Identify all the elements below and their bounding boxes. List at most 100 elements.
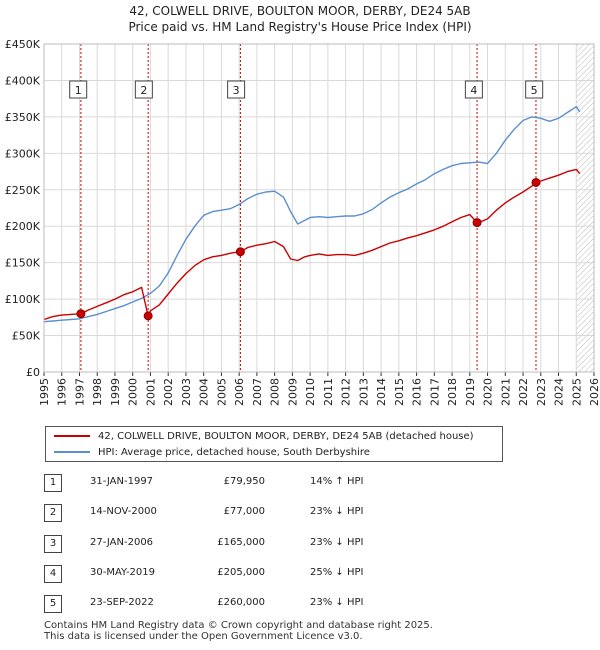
y-tick-label: £250K xyxy=(5,184,41,197)
x-tick-label: 2003 xyxy=(180,378,193,406)
sale-marker-label: 5 xyxy=(531,84,538,97)
table-row: 3 27-JAN-2006 £165,000 23% ↓ HPI xyxy=(0,535,600,555)
transaction-hpi-relation: 14% ↑ HPI xyxy=(310,476,364,487)
transaction-hpi-relation: 25% ↓ HPI xyxy=(310,567,364,578)
sale-point xyxy=(235,247,245,257)
x-tick-label: 2009 xyxy=(286,378,299,406)
table-row: 1 31-JAN-1997 £79,950 14% ↑ HPI xyxy=(0,474,600,494)
y-tick-label: £200K xyxy=(5,220,41,233)
legend-item-property: 42, COLWELL DRIVE, BOULTON MOOR, DERBY, … xyxy=(54,431,474,442)
y-tick-label: £150K xyxy=(5,257,41,270)
transaction-hpi-relation: 23% ↓ HPI xyxy=(310,537,364,548)
footer-attribution: Contains HM Land Registry data © Crown c… xyxy=(44,620,433,642)
transaction-price: £79,950 xyxy=(223,476,265,487)
x-tick-label: 2021 xyxy=(499,378,512,406)
chart-title-line2: Price paid vs. HM Land Registry's House … xyxy=(128,20,472,34)
x-tick-label: 2008 xyxy=(269,378,282,406)
x-tick-label: 2026 xyxy=(588,378,600,406)
y-tick-label: £300K xyxy=(5,147,41,160)
x-tick-label: 2002 xyxy=(162,378,175,406)
hpi-line xyxy=(43,106,581,323)
plot-area xyxy=(44,44,594,372)
x-tick-label: 2025 xyxy=(570,378,583,406)
x-tick-label: 1996 xyxy=(56,378,69,406)
plot-border xyxy=(43,43,595,373)
legend-item-hpi: HPI: Average price, detached house, Sout… xyxy=(54,447,370,458)
transaction-date: 23-SEP-2022 xyxy=(90,597,154,608)
x-tick-label: 2006 xyxy=(233,378,246,406)
transaction-date: 27-JAN-2006 xyxy=(90,537,154,548)
transaction-date: 31-JAN-1997 xyxy=(90,476,154,487)
x-tick-label: 2004 xyxy=(198,378,211,406)
chart-title-line1: 42, COLWELL DRIVE, BOULTON MOOR, DERBY, … xyxy=(129,4,471,18)
footer-license: This data is licensed under the Open Gov… xyxy=(44,631,363,642)
transaction-price: £165,000 xyxy=(217,537,265,548)
x-tick-label: 2007 xyxy=(251,378,264,406)
table-row: 4 30-MAY-2019 £205,000 25% ↓ HPI xyxy=(0,565,600,585)
y-tick-label: £0 xyxy=(26,366,40,379)
sale-point xyxy=(531,177,541,187)
x-tick-label: 2019 xyxy=(464,378,477,406)
y-tick-label: £50K xyxy=(12,330,41,343)
transaction-date: 30-MAY-2019 xyxy=(90,567,156,578)
x-tick-label: 2017 xyxy=(428,378,441,406)
transaction-date: 14-NOV-2000 xyxy=(90,506,157,517)
x-tick-label: 2024 xyxy=(553,378,566,406)
transaction-number: 3 xyxy=(44,535,62,553)
transaction-hpi-relation: 23% ↓ HPI xyxy=(310,506,364,517)
x-tick-label: 2018 xyxy=(446,378,459,406)
sale-marker-box xyxy=(134,80,153,99)
sale-point xyxy=(143,311,153,321)
legend-label-property: 42, COLWELL DRIVE, BOULTON MOOR, DERBY, … xyxy=(98,431,474,442)
sale-marker-box xyxy=(525,80,544,99)
sale-marker-label: 3 xyxy=(233,84,240,97)
x-tick-label: 2000 xyxy=(127,378,140,406)
y-tick-label: £100K xyxy=(5,293,41,306)
transaction-number: 1 xyxy=(44,474,62,492)
transaction-number: 2 xyxy=(44,504,62,522)
y-tick-label: £400K xyxy=(5,74,41,87)
sale-marker-box xyxy=(227,80,246,99)
x-tick-label: 1999 xyxy=(109,378,122,406)
x-tick-label: 2015 xyxy=(393,378,406,406)
forecast-hatch-region xyxy=(576,44,594,372)
legend-swatch-hpi xyxy=(54,451,90,453)
transaction-number: 5 xyxy=(44,595,62,613)
sale-point xyxy=(472,218,482,228)
legend: 42, COLWELL DRIVE, BOULTON MOOR, DERBY, … xyxy=(45,426,503,462)
legend-label-hpi: HPI: Average price, detached house, Sout… xyxy=(98,447,370,458)
x-tick-label: 2005 xyxy=(215,378,228,406)
x-tick-label: 1995 xyxy=(38,378,51,406)
transaction-hpi-relation: 23% ↓ HPI xyxy=(310,597,364,608)
footer-copyright: Contains HM Land Registry data © Crown c… xyxy=(44,620,433,631)
table-row: 2 14-NOV-2000 £77,000 23% ↓ HPI xyxy=(0,504,600,524)
x-tick-label: 2022 xyxy=(517,378,530,406)
price-chart: £0 £50K £100K £150K £200K £250K £300K £350K £400… xyxy=(5,38,600,406)
x-tick-label: 2013 xyxy=(357,378,370,406)
y-tick-label: £350K xyxy=(5,111,41,124)
x-tick-label: 2014 xyxy=(375,378,388,406)
x-tick-label: 2016 xyxy=(411,378,424,406)
sale-marker-label: 4 xyxy=(470,84,477,97)
transaction-price: £77,000 xyxy=(223,506,265,517)
legend-swatch-property xyxy=(54,435,90,437)
x-tick-label: 1997 xyxy=(73,378,86,406)
y-tick-label: £450K xyxy=(5,38,41,51)
sale-point xyxy=(76,309,86,319)
sale-marker-label: 2 xyxy=(140,84,147,97)
sale-marker-box xyxy=(69,80,88,99)
x-tick-label: 2020 xyxy=(482,378,495,406)
transaction-price: £205,000 xyxy=(217,567,265,578)
transaction-price: £260,000 xyxy=(217,597,265,608)
x-tick-label: 2012 xyxy=(340,378,353,406)
x-tick-label: 2001 xyxy=(144,378,157,406)
x-tick-label: 2023 xyxy=(535,378,548,406)
x-tick-label: 2010 xyxy=(304,378,317,406)
x-tick-label: 2011 xyxy=(322,378,335,406)
transaction-number: 4 xyxy=(44,565,62,583)
property-price-line xyxy=(43,168,581,321)
x-tick-label: 1998 xyxy=(91,378,104,406)
sale-marker-box xyxy=(464,80,483,99)
table-row: 5 23-SEP-2022 £260,000 23% ↓ HPI xyxy=(0,595,600,615)
sale-marker-label: 1 xyxy=(75,84,82,97)
